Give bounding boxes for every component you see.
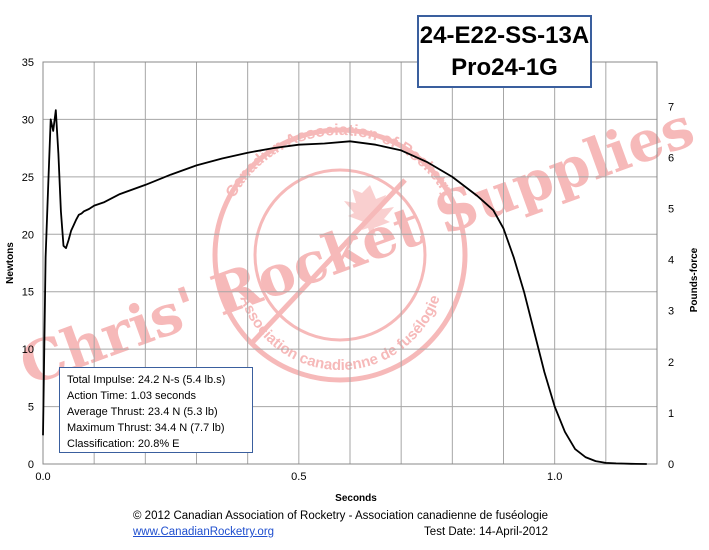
y2-tick-label: 1 [668, 408, 674, 420]
y-tick-label: 35 [22, 57, 34, 69]
footer-copyright: © 2012 Canadian Association of Rocketry … [133, 510, 549, 522]
y-tick-label: 25 [22, 172, 34, 184]
x-tick-label: 0.5 [291, 471, 306, 483]
footer: © 2012 Canadian Association of Rocketry … [133, 508, 548, 540]
y2-tick-label: 0 [668, 459, 674, 471]
x-tick-label: 1.0 [547, 471, 562, 483]
seal-maple-leaf-icon [344, 185, 394, 236]
seal-outer-ring [212, 127, 468, 383]
y-tick-label: 10 [22, 344, 34, 356]
y-axis-title: Newtons [5, 242, 16, 284]
thrust-series-line [42, 109, 647, 465]
y-tick-label: 15 [22, 287, 34, 299]
y2-tick-label: 6 [668, 152, 674, 164]
y2-tick-label: 3 [668, 306, 674, 318]
stats-box: Total Impulse: 24.2 N-s (5.4 lb.s) Actio… [59, 367, 253, 453]
y2-tick-label: 4 [668, 255, 674, 267]
y2-tick-labels: 0 1 2 3 4 5 6 7 [668, 101, 674, 471]
stat-maximum-thrust: Maximum Thrust: 34.4 N (7.7 lb) [67, 422, 225, 434]
seal-rocket-arrow-icon [248, 178, 407, 347]
watermark-seal: Canadian Association of Rocketry Associa… [11, 94, 702, 399]
y2-tick-label: 5 [668, 204, 674, 216]
y2-tick-label: 7 [668, 101, 674, 113]
footer-test-date: Test Date: 14-April-2012 [424, 526, 549, 538]
motor-title-box: 24-E22-SS-13A Pro24-1G [417, 15, 592, 88]
stat-total-impulse: Total Impulse: 24.2 N-s (5.4 lb.s) [67, 374, 226, 386]
x-tick-label: 0.0 [35, 471, 50, 483]
seal-inner-ring [253, 168, 427, 342]
motor-reload: Pro24-1G [451, 53, 558, 81]
y-tick-label: 5 [28, 402, 34, 414]
stat-action-time: Action Time: 1.03 seconds [67, 390, 197, 402]
y-tick-labels: 0 5 10 15 20 25 30 35 [22, 57, 34, 471]
stat-classification: Classification: 20.8% E [67, 438, 180, 450]
footer-link[interactable]: www.CanadianRocketry.org [133, 526, 275, 538]
y-tick-label: 0 [28, 459, 34, 471]
y-tick-label: 20 [22, 229, 34, 241]
x-axis-title: Seconds [335, 493, 377, 504]
y2-axis-title: Pounds-force [689, 247, 700, 312]
y2-tick-label: 2 [668, 357, 674, 369]
plot-area-border [42, 61, 658, 465]
x-tick-labels: 0.0 0.5 1.0 [35, 471, 562, 483]
stat-average-thrust: Average Thrust: 23.4 N (5.3 lb) [67, 406, 218, 418]
y-tick-label: 30 [22, 114, 34, 126]
motor-designation: 24-E22-SS-13A [419, 21, 590, 49]
